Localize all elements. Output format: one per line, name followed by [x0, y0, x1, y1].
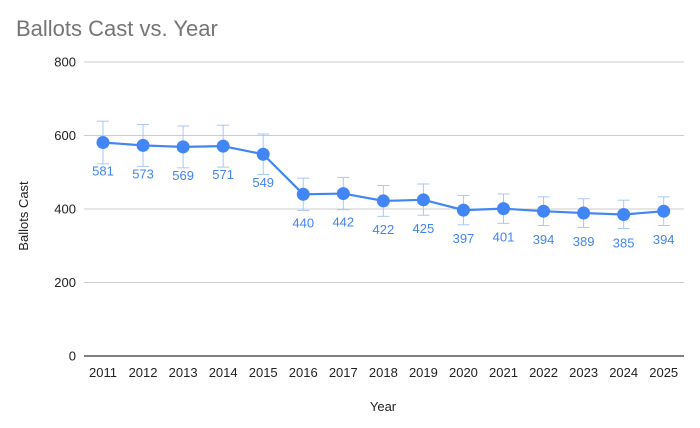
- data-label: 442: [332, 215, 354, 230]
- y-tick-label: 400: [54, 202, 76, 217]
- data-label: 569: [172, 168, 194, 183]
- x-tick-label: 2012: [129, 365, 158, 380]
- x-tick-label: 2015: [249, 365, 278, 380]
- y-tick-label: 0: [69, 349, 76, 364]
- x-tick-label: 2020: [449, 365, 478, 380]
- data-point: [256, 147, 270, 161]
- data-label: 401: [493, 230, 515, 245]
- data-point: [537, 204, 551, 218]
- data-label: 394: [653, 232, 675, 247]
- data-point: [376, 194, 390, 208]
- data-points: [96, 135, 671, 222]
- y-tick-label: 600: [54, 128, 76, 143]
- data-point: [136, 138, 150, 152]
- data-point: [456, 203, 470, 217]
- y-tick-label: 200: [54, 275, 76, 290]
- data-label: 389: [573, 234, 595, 249]
- y-axis-ticks: 0 200 400 600 800: [54, 55, 76, 364]
- data-point: [577, 206, 591, 220]
- x-tick-label: 2014: [209, 365, 238, 380]
- data-point: [216, 139, 230, 153]
- data-label: 394: [533, 232, 555, 247]
- data-point: [416, 193, 430, 207]
- data-point: [296, 187, 310, 201]
- data-point: [96, 135, 110, 149]
- data-point: [497, 202, 510, 216]
- x-tick-label: 2022: [529, 365, 558, 380]
- data-point: [617, 208, 631, 222]
- x-tick-label: 2023: [569, 365, 598, 380]
- data-point: [657, 204, 671, 218]
- data-label: 571: [212, 167, 234, 182]
- x-tick-label: 2013: [169, 365, 198, 380]
- data-point: [336, 187, 350, 201]
- data-label: 385: [613, 236, 635, 251]
- y-axis-label: Ballots Cast: [16, 181, 31, 251]
- x-axis-ticks: 2011 2012 2013 2014 2015 2016 2017 2018 2019 2020…: [89, 365, 678, 380]
- x-tick-label: 2021: [489, 365, 518, 380]
- x-tick-label: 2025: [649, 365, 678, 380]
- data-label: 581: [92, 163, 114, 178]
- x-tick-label: 2024: [609, 365, 638, 380]
- x-tick-label: 2011: [89, 365, 117, 380]
- data-label: 440: [292, 215, 314, 230]
- data-label: 573: [132, 166, 154, 181]
- x-tick-label: 2018: [369, 365, 398, 380]
- data-label: 549: [252, 175, 274, 190]
- x-tick-label: 2019: [409, 365, 438, 380]
- gridlines: [84, 61, 684, 357]
- x-tick-label: 2016: [289, 365, 318, 380]
- data-label: 397: [453, 231, 475, 246]
- y-tick-label: 800: [54, 55, 76, 70]
- data-labels: 581 573 569 571 549 440 442 422 425 397 401 394 389 3…: [92, 163, 674, 250]
- x-axis-label: Year: [370, 399, 397, 414]
- chart-title: Ballots Cast vs. Year: [16, 16, 218, 41]
- data-point: [176, 140, 190, 154]
- x-tick-label: 2017: [329, 365, 358, 380]
- data-label: 425: [413, 221, 435, 236]
- data-label: 422: [372, 222, 394, 237]
